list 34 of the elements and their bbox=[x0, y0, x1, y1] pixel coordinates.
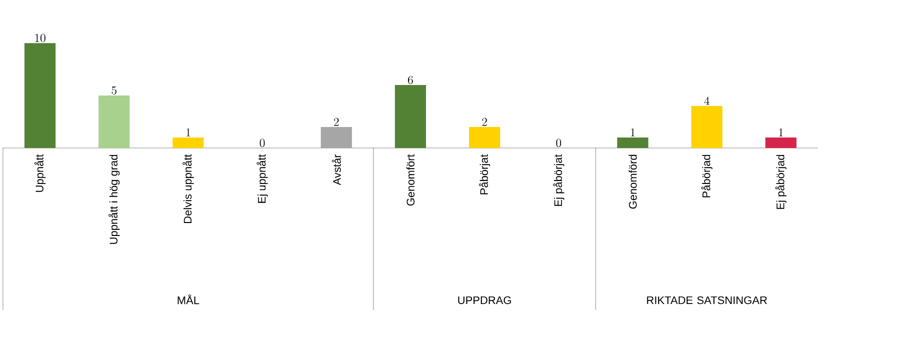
text: RIKTADE SATSNINGAR bbox=[647, 296, 767, 304]
x-tick-label: Ej påbörjad bbox=[775, 154, 786, 209]
x-tick-label: Avstår bbox=[332, 154, 341, 186]
x-tick-label: Ej uppnått bbox=[256, 154, 268, 203]
x-tick-label: Uppnått i hög grad bbox=[108, 154, 120, 244]
text: UPPDRAG bbox=[458, 296, 511, 304]
data-label: 0 bbox=[556, 138, 562, 148]
bar bbox=[172, 138, 204, 148]
bar bbox=[691, 106, 722, 148]
x-tick-label: Genomförd bbox=[628, 154, 637, 209]
bar bbox=[394, 85, 426, 148]
text: MÅL bbox=[178, 294, 200, 304]
data-label: 1 bbox=[630, 128, 635, 136]
data-label: 0 bbox=[260, 138, 265, 148]
x-tick-label: Påbörjad bbox=[701, 154, 712, 198]
bar bbox=[468, 127, 500, 148]
x-tick-label: Delvis uppnått bbox=[182, 154, 194, 223]
data-label: 4 bbox=[704, 96, 710, 105]
data-label: 2 bbox=[482, 118, 487, 126]
bar bbox=[617, 138, 648, 148]
x-tick-label: Genomfört bbox=[406, 154, 414, 206]
x-tick-label: Påbörjat bbox=[478, 154, 490, 194]
data-label: 10 bbox=[35, 34, 46, 42]
data-label: 1 bbox=[186, 128, 190, 136]
bar bbox=[24, 43, 56, 148]
bar bbox=[98, 96, 130, 148]
bar bbox=[765, 138, 796, 148]
x-tick-label: Uppnått bbox=[34, 154, 46, 192]
data-label: 2 bbox=[334, 118, 339, 126]
x-tick-label: Ej påbörjat bbox=[553, 154, 564, 206]
data-label: 1 bbox=[779, 128, 783, 136]
bar bbox=[320, 127, 352, 148]
data-label: 5 bbox=[112, 86, 116, 95]
data-label: 6 bbox=[408, 76, 413, 84]
